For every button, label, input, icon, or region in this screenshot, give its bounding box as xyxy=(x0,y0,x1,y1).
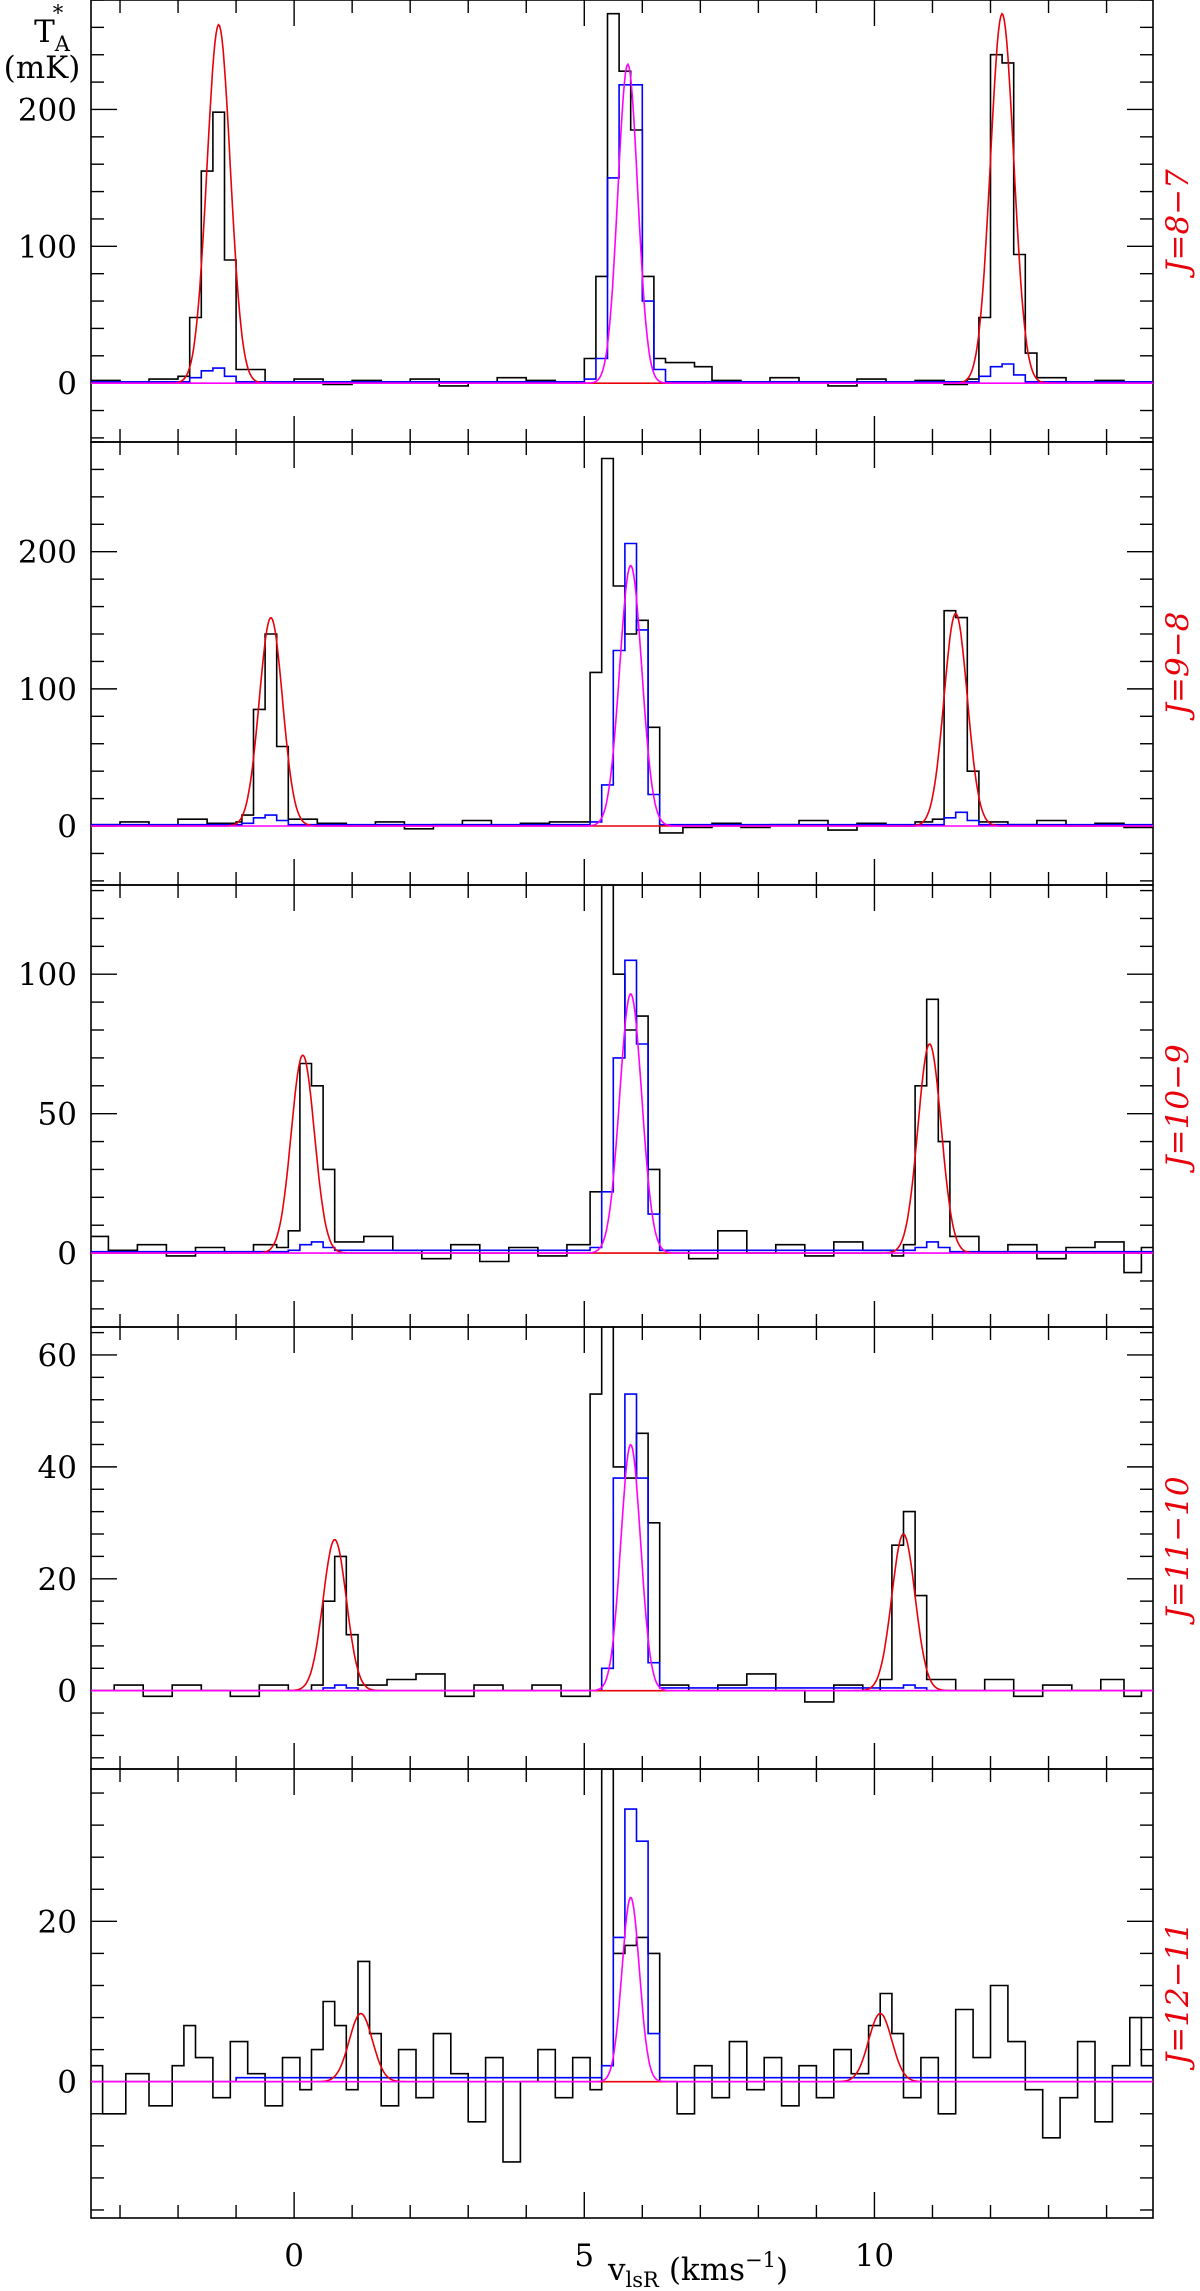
y-ticks xyxy=(91,0,1153,439)
panel-series xyxy=(91,885,1153,1274)
y-axis-unit: (mK) xyxy=(4,50,81,86)
y-tick-label: 100 xyxy=(18,229,77,265)
fit-main-line xyxy=(91,1443,1153,1692)
panel-frame xyxy=(90,884,1154,1328)
panel-frame xyxy=(90,1768,1154,2219)
y-axis-title-sub: A xyxy=(54,32,71,56)
fit-satellites xyxy=(91,1043,1153,1254)
panel-series xyxy=(91,1769,1153,2163)
fit-satellites xyxy=(91,12,1153,384)
y-tick-label: 0 xyxy=(57,2065,77,2101)
panel-2: 0 100 200 J=9−8 xyxy=(18,441,1196,886)
spectral-panels: 0100200J=8−70100200J=9−8050100J=10−90204… xyxy=(18,0,1196,2274)
y-axis-title: TA * (mK) xyxy=(4,1,81,86)
panel-1: 0 100 200 J=8−7 xyxy=(18,0,1196,443)
fit-main-line xyxy=(91,1896,1153,2083)
observed-spectrum xyxy=(91,885,1153,1274)
x-tick-label: 10 xyxy=(855,2238,894,2274)
x-axis-unit-post: ) xyxy=(776,2252,788,2288)
panel-series xyxy=(91,457,1153,834)
model-spectrum xyxy=(91,1393,1153,1692)
svg-text:vlsR(kms−1): vlsR (kms−1) xyxy=(607,2248,788,2291)
y-tick-label: 0 xyxy=(57,1674,77,1710)
y-ticks xyxy=(91,889,1153,1310)
y-tick-label: 60 xyxy=(38,1338,77,1374)
x-ticks xyxy=(119,442,1108,885)
y-tick-label: 20 xyxy=(38,1562,77,1598)
panel-series xyxy=(91,12,1153,387)
panel-label: J=10−9 xyxy=(1160,1044,1196,1174)
panel-label: J=12−11 xyxy=(1160,1922,1196,2071)
x-axis-unit-sup: −1 xyxy=(745,2248,776,2272)
y-ticks xyxy=(91,1792,1153,2211)
x-axis-title-sub: lsR xyxy=(626,2268,660,2291)
panel-frame xyxy=(90,441,1154,886)
model-spectrum xyxy=(91,959,1153,1253)
y-tick-label: 100 xyxy=(18,957,77,993)
y-axis-title-main: T xyxy=(34,14,55,50)
x-axis-title: vlsR (kms−1) xyxy=(607,2248,788,2291)
y-tick-label: 0 xyxy=(57,366,77,402)
x-tick-labels: 0 5 10 xyxy=(284,2238,894,2274)
x-axis-unit-pre: (kms xyxy=(669,2252,745,2288)
fit-satellites xyxy=(91,1533,1153,1692)
y-tick-label: 40 xyxy=(38,1450,77,1486)
fit-main-line xyxy=(91,62,1153,384)
panel-5: 0 20 J=12−11 xyxy=(38,1768,1196,2219)
y-ticks xyxy=(91,441,1153,882)
panel-3: 0 50 100 J=10−9 xyxy=(18,884,1196,1328)
x-ticks xyxy=(119,0,1108,442)
fit-main-line xyxy=(91,993,1153,1254)
panel-label: J=11−10 xyxy=(1160,1476,1196,1625)
model-spectrum xyxy=(91,1808,1153,2083)
x-tick-label: 0 xyxy=(284,2238,304,2274)
model-spectrum xyxy=(91,542,1153,826)
x-ticks xyxy=(119,1327,1108,1769)
y-tick-label: 0 xyxy=(57,809,77,845)
x-ticks xyxy=(119,1769,1108,2218)
x-axis-title-main: v xyxy=(607,2252,626,2288)
x-ticks xyxy=(119,885,1108,1327)
fit-main-line xyxy=(91,564,1153,827)
fit-satellites xyxy=(91,2012,1153,2083)
y-ticks xyxy=(91,1331,1153,1759)
fit-satellites xyxy=(91,612,1153,827)
panel-series xyxy=(91,1327,1153,1703)
model-spectrum xyxy=(91,84,1153,383)
panel-label: J=9−8 xyxy=(1160,612,1196,722)
y-tick-label: 200 xyxy=(18,92,77,128)
panel-4: 0 20 40 60 J=11−10 xyxy=(38,1326,1196,1770)
y-tick-label: 100 xyxy=(18,672,77,708)
observed-spectrum xyxy=(91,1327,1153,1703)
panel-frame xyxy=(90,1326,1154,1770)
svg-text:TA: TA xyxy=(34,14,71,56)
y-axis-title-sup: * xyxy=(53,1,64,25)
observed-spectrum xyxy=(91,12,1153,387)
y-tick-label: 200 xyxy=(18,535,77,571)
panel-label: J=8−7 xyxy=(1160,169,1196,279)
y-tick-label: 50 xyxy=(38,1097,77,1133)
y-tick-label: 20 xyxy=(38,1904,77,1940)
y-tick-label: 0 xyxy=(57,1236,77,1272)
x-tick-label: 5 xyxy=(574,2238,594,2274)
observed-spectrum xyxy=(91,1769,1153,2163)
